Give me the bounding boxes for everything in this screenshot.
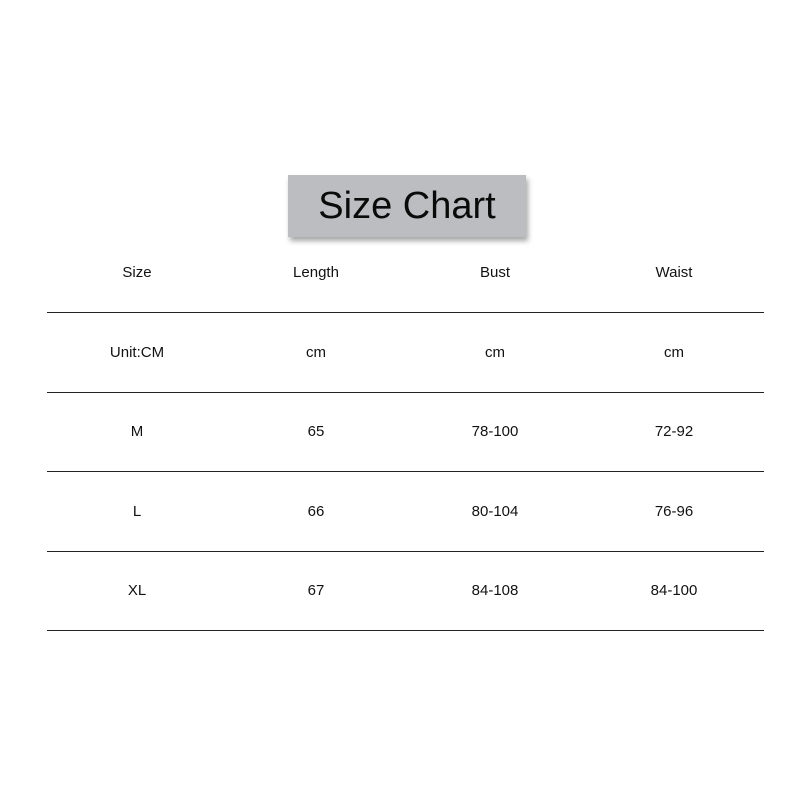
column-header: Waist [655, 264, 693, 281]
column-header: Bust [479, 264, 510, 281]
table-cell: Unit:CM [109, 343, 165, 361]
table-cell: XL [127, 582, 147, 599]
table-cell: M [130, 423, 144, 440]
header-row: Size Length Bust Waist [47, 233, 764, 313]
table-cell: cm [485, 343, 505, 361]
table-cell: 78-100 [471, 423, 519, 440]
size-chart-title: Size Chart [288, 175, 526, 237]
table-cell: 66 [307, 502, 325, 520]
table-row: XL 67 84-108 84-100 [47, 551, 764, 631]
table-cell: 84-100 [650, 582, 698, 599]
table-cell: 80-104 [471, 502, 519, 520]
table-cell: cm [306, 343, 326, 361]
table-row: M 65 78-100 72-92 [47, 392, 764, 472]
table-cell: 76-96 [654, 502, 694, 520]
table-cell: 65 [307, 423, 325, 440]
table-row: Unit:CM cm cm cm [47, 313, 764, 393]
table-cell: cm [664, 343, 684, 361]
table-cell: 67 [307, 582, 325, 599]
table-row: L 66 80-104 76-96 [47, 472, 764, 552]
table-cell: 72-92 [654, 423, 694, 440]
table-cell: L [132, 502, 142, 520]
column-header: Length [293, 264, 339, 281]
column-header: Size [122, 264, 152, 281]
table-cell: 84-108 [471, 582, 519, 599]
